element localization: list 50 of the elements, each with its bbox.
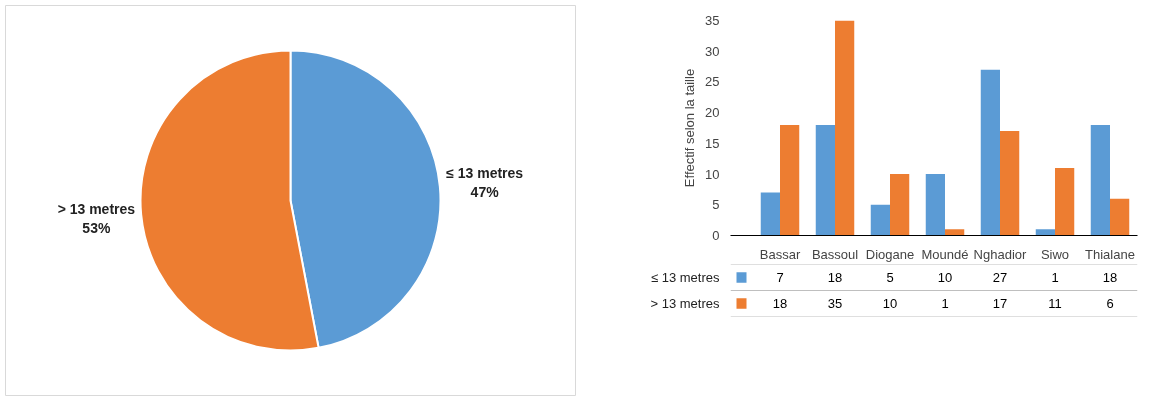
data-label: 10 xyxy=(882,296,898,311)
x-tick-label: Siwo xyxy=(1040,246,1070,262)
bar xyxy=(1000,131,1020,236)
y-tick-label: 0 xyxy=(712,228,720,243)
legend-label: ≤ 13 metres xyxy=(650,270,720,285)
data-label: 10 xyxy=(937,270,953,285)
data-label: 18 xyxy=(1102,270,1118,285)
data-label: 18 xyxy=(772,296,788,311)
bar xyxy=(835,20,855,236)
bar xyxy=(925,174,945,236)
x-tick-label: Bassar xyxy=(759,246,801,262)
data-label: 18 xyxy=(827,270,843,285)
data-label: 35 xyxy=(827,296,843,311)
x-tick-label: Bassoul xyxy=(811,246,859,262)
x-tick-label: Moundé xyxy=(921,246,969,262)
bar xyxy=(1035,229,1055,236)
bar xyxy=(945,229,965,236)
data-label: 27 xyxy=(992,270,1008,285)
bar xyxy=(1090,124,1110,236)
bar xyxy=(815,124,835,236)
data-label: 47% xyxy=(470,183,500,200)
y-axis-title: Effectif selon la taille xyxy=(682,68,698,188)
legend-label: > 13 metres xyxy=(650,296,720,311)
y-tick-label: 30 xyxy=(705,43,720,59)
slice-label: ≤ 13 metres xyxy=(446,164,524,181)
y-tick-label: 10 xyxy=(705,166,720,182)
y-tick-label: 35 xyxy=(705,13,720,28)
bar xyxy=(1055,167,1075,236)
bar xyxy=(760,192,780,236)
data-label: 1 xyxy=(941,296,949,311)
data-label: 17 xyxy=(992,296,1008,311)
data-label: 11 xyxy=(1048,296,1062,311)
y-tick-label: 20 xyxy=(705,105,720,121)
data-label: 53% xyxy=(82,220,111,237)
bar xyxy=(1110,198,1130,236)
y-tick-label: 15 xyxy=(705,135,720,151)
bar xyxy=(890,174,910,236)
data-label: 5 xyxy=(886,270,894,285)
bar xyxy=(870,204,890,236)
data-label: 7 xyxy=(776,270,784,285)
bar xyxy=(780,124,800,236)
x-tick-label: Nghadior xyxy=(973,246,1028,262)
bar xyxy=(980,69,1000,236)
data-label: 1 xyxy=(1051,270,1059,285)
data-label: 6 xyxy=(1106,296,1114,311)
y-tick-label: 5 xyxy=(712,197,720,213)
x-tick-label: Diogane xyxy=(865,246,915,262)
y-tick-label: 25 xyxy=(705,74,720,90)
slice-label: > 13 metres xyxy=(57,201,136,218)
x-tick-label: Thialane xyxy=(1085,246,1135,262)
